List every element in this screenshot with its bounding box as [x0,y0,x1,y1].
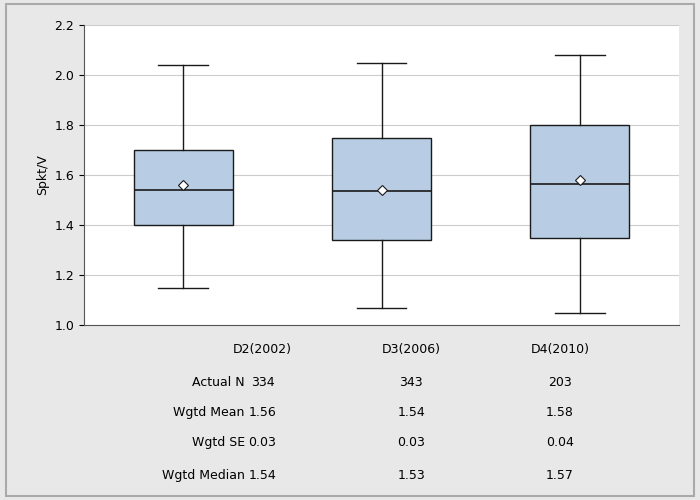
Text: 1.58: 1.58 [546,406,574,419]
PathPatch shape [134,150,232,225]
Text: 1.57: 1.57 [546,468,574,481]
PathPatch shape [332,138,431,240]
Text: 1.54: 1.54 [398,406,425,419]
Text: Actual N: Actual N [192,376,245,390]
Text: 1.54: 1.54 [248,468,276,481]
Text: 0.03: 0.03 [248,436,276,448]
Text: 0.03: 0.03 [398,436,425,448]
Text: 1.53: 1.53 [398,468,425,481]
PathPatch shape [531,125,629,238]
Text: Wgtd Mean: Wgtd Mean [174,406,245,419]
Text: Wgtd Median: Wgtd Median [162,468,245,481]
Text: Wgtd SE: Wgtd SE [192,436,245,448]
Text: D4(2010): D4(2010) [531,344,589,356]
Text: 343: 343 [400,376,423,390]
Text: 334: 334 [251,376,274,390]
Text: 1.56: 1.56 [248,406,276,419]
Text: D3(2006): D3(2006) [382,344,441,356]
Text: D2(2002): D2(2002) [233,344,292,356]
Text: 203: 203 [548,376,572,390]
Y-axis label: Spkt/V: Spkt/V [36,154,49,196]
Text: 0.04: 0.04 [546,436,574,448]
